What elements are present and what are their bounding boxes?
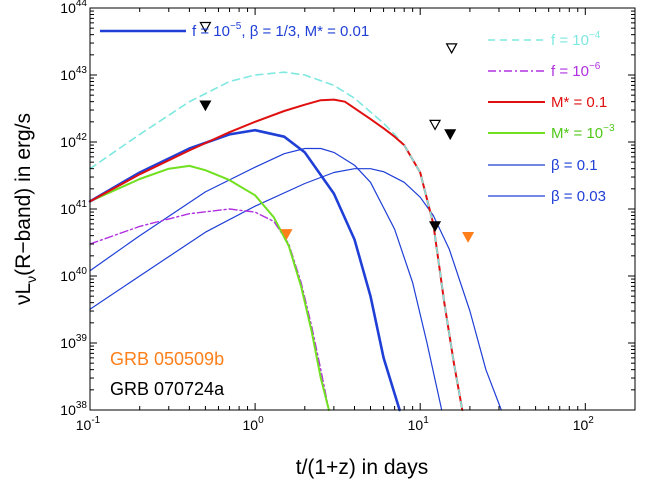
upper-limit-marker-black-filled-3 xyxy=(429,221,442,233)
upper-limit-marker-black-filled-2 xyxy=(444,129,457,141)
grb-050509b-label: GRB 050509b xyxy=(110,349,224,369)
legend-label-Mstar0.1: M* = 0.1 xyxy=(551,94,607,111)
x-tick-label-1: 100 xyxy=(243,415,265,433)
upper-limit-marker-black-open-3 xyxy=(429,119,442,131)
y-tick-label-4: 1042 xyxy=(60,132,87,150)
grb-070724a-label: GRB 070724a xyxy=(110,379,225,399)
y-tick-label-0: 1038 xyxy=(60,400,87,418)
y-tick-label-2: 1040 xyxy=(60,266,87,284)
y-tick-label-5: 1043 xyxy=(60,65,87,83)
series-line-beta0.1 xyxy=(89,147,443,411)
legend-label-f1e-4: f = 10−4 xyxy=(551,30,601,49)
y-tick-label-1: 1039 xyxy=(60,333,87,351)
y-tick-label-6: 1044 xyxy=(60,0,87,16)
legend-label-Mstar1e-3: M* = 10−3 xyxy=(551,123,615,142)
y-tick-labels: 1038 1039 1040 1041 1042 1043 1044 xyxy=(60,0,87,418)
x-tick-label-3: 102 xyxy=(573,415,595,433)
plot-area xyxy=(90,8,635,410)
series-line-fiducial xyxy=(88,128,401,412)
upper-limit-marker-black-filled-1 xyxy=(199,100,212,112)
x-tick-label-0: 10-1 xyxy=(76,415,101,433)
legend-top-label: f = 10−5, β = 1/3, M* = 0.01 xyxy=(192,21,369,40)
y-axis-label: νLν(R−band) in erg/s xyxy=(12,113,39,305)
series-line-overlap-dash xyxy=(403,144,464,411)
x-tick-labels: 10-1 100 101 102 xyxy=(76,415,595,433)
series-line-beta0.03 xyxy=(89,168,502,411)
series-layer xyxy=(88,71,502,412)
legend: f = 10−5, β = 1/3, M* = 0.01 f = 10−4 f =… xyxy=(100,21,615,205)
upper-limit-marker-black-open-2 xyxy=(445,43,458,55)
legend-label-f1e-6: f = 10−6 xyxy=(551,61,601,80)
legend-label-beta0.03: β = 0.03 xyxy=(551,188,606,205)
x-axis-label: t/(1+z) in days xyxy=(296,456,428,479)
series-line-f1e-6 xyxy=(89,208,330,411)
y-tick-label-3: 1041 xyxy=(60,199,87,217)
upper-limit-marker-orange-filled-2 xyxy=(462,232,475,243)
marker-layer xyxy=(199,21,475,243)
series-line-Mstar1e-3 xyxy=(89,164,330,411)
upper-limit-marker-black-open-1 xyxy=(199,21,212,33)
legend-label-beta0.1: β = 0.1 xyxy=(551,157,598,174)
x-tick-label-2: 101 xyxy=(408,415,430,433)
upper-limit-marker-orange-filled-1 xyxy=(280,229,293,240)
tick-layer xyxy=(89,8,636,411)
